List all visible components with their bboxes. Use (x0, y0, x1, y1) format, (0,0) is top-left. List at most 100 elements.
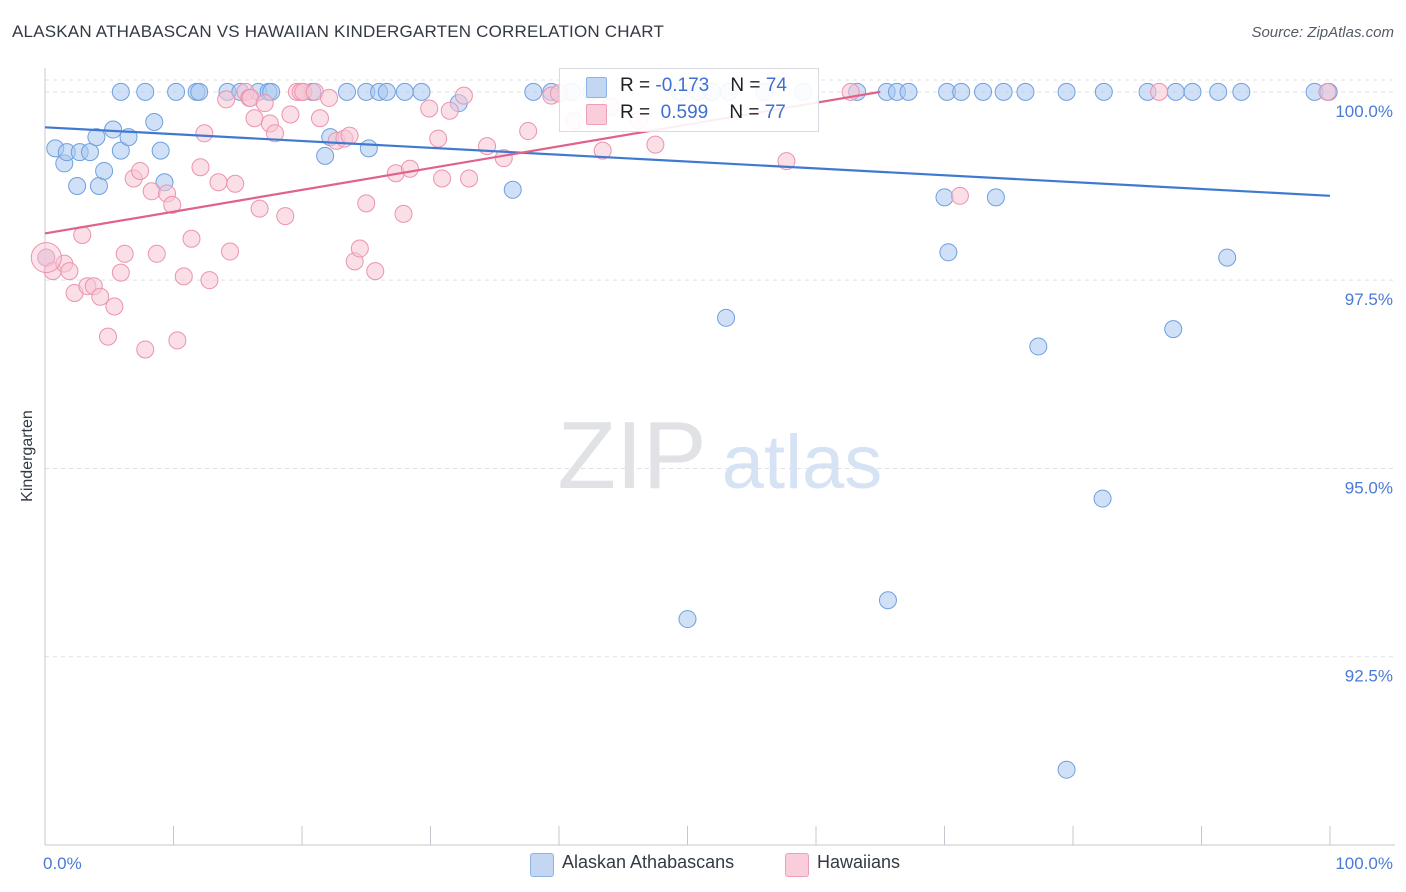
watermark: ZIP atlas (557, 402, 882, 509)
legend-r-value: 0.599 (655, 102, 709, 123)
data-point (111, 82, 130, 101)
data-point (366, 262, 385, 281)
data-point (1093, 489, 1112, 508)
data-point (974, 82, 993, 101)
data-point (717, 308, 736, 327)
x-tick-label-min: 0.0% (43, 854, 82, 873)
legend-r-value: -0.173 (655, 75, 710, 96)
legend-swatch-blue (586, 77, 607, 98)
data-point (200, 271, 219, 290)
legend-r-label: R = (620, 102, 656, 123)
data-point (359, 139, 378, 158)
chart-title: ALASKAN ATHABASCAN VS HAWAIIAN KINDERGAR… (12, 22, 665, 41)
data-point (221, 242, 240, 261)
data-point (30, 242, 62, 274)
data-point (939, 243, 958, 262)
data-point (142, 182, 161, 201)
data-point (678, 610, 697, 629)
data-point (319, 88, 338, 107)
data-point (1057, 760, 1076, 779)
data-point (878, 591, 897, 610)
data-point (1057, 82, 1076, 101)
stats-legend: R = -0.173 N = 74 R = 0.599 N = 77 (559, 68, 819, 132)
data-point (646, 135, 665, 154)
data-point (1166, 82, 1185, 101)
data-point (503, 180, 522, 199)
data-point (195, 124, 214, 143)
data-point (337, 82, 356, 101)
data-point (147, 244, 166, 263)
data-point (460, 169, 479, 188)
data-point (412, 82, 431, 101)
data-point (87, 128, 106, 147)
data-point (350, 239, 369, 258)
data-point (245, 109, 264, 128)
data-point (151, 141, 170, 160)
data-point (276, 207, 295, 226)
data-point (777, 152, 796, 171)
data-point (986, 188, 1005, 207)
data-point (394, 204, 413, 223)
data-point (1209, 82, 1228, 101)
data-point (1029, 337, 1048, 356)
data-point (136, 340, 155, 359)
data-point (115, 244, 134, 263)
data-point (377, 82, 396, 101)
tick-labels: 100.0% 97.5% 95.0% 92.5% 0.0% 100.0% (43, 102, 1393, 873)
data-point (395, 82, 414, 101)
axes (44, 68, 1395, 846)
data-point (950, 186, 969, 205)
data-point (1016, 82, 1035, 101)
y-tick-label: 92.5% (1345, 667, 1393, 686)
data-point (281, 105, 300, 124)
data-point (1232, 82, 1251, 101)
legend-swatch-pink (586, 104, 607, 125)
data-point (60, 262, 79, 281)
legend-n-label: N = (729, 102, 765, 123)
data-point (145, 113, 164, 132)
data-point (357, 194, 376, 213)
data-point (519, 122, 538, 141)
data-point (524, 82, 543, 101)
data-point (1183, 82, 1202, 101)
data-point (266, 124, 285, 143)
data-point (255, 94, 274, 113)
legend-n-value: 77 (764, 102, 786, 123)
data-point (1094, 82, 1113, 101)
data-point (1150, 82, 1169, 101)
data-point (217, 90, 236, 109)
data-point (994, 82, 1013, 101)
bottom-legend-swatch-blue (530, 853, 554, 877)
legend-r-label: R = (620, 75, 656, 96)
bottom-legend-label: Hawaiians (817, 852, 901, 872)
legend-n-label: N = (730, 75, 766, 96)
data-point (310, 109, 329, 128)
bottom-legend-swatch-pink (785, 853, 809, 877)
data-point (420, 99, 439, 118)
data-point (1318, 82, 1337, 101)
data-point (400, 159, 419, 178)
data-point (174, 267, 193, 286)
watermark-zip: ZIP (557, 402, 706, 509)
y-tick-label: 95.0% (1345, 478, 1393, 497)
data-point (98, 327, 117, 346)
data-point (316, 146, 335, 165)
data-point (935, 188, 954, 207)
data-point (91, 287, 110, 306)
watermark-atlas: atlas (722, 420, 883, 505)
data-point (250, 199, 269, 218)
data-point (952, 82, 971, 101)
data-point (440, 101, 459, 120)
data-point (80, 143, 99, 162)
data-point (1164, 320, 1183, 339)
data-point (593, 141, 612, 160)
data-point (190, 82, 209, 101)
data-point (95, 161, 114, 180)
source-credit: Source: ZipAtlas.com (1251, 24, 1394, 41)
data-point (136, 82, 155, 101)
legend-n-value: 74 (765, 75, 787, 96)
gridlines (45, 79, 1395, 658)
data-point (163, 195, 182, 214)
data-point (340, 126, 359, 145)
